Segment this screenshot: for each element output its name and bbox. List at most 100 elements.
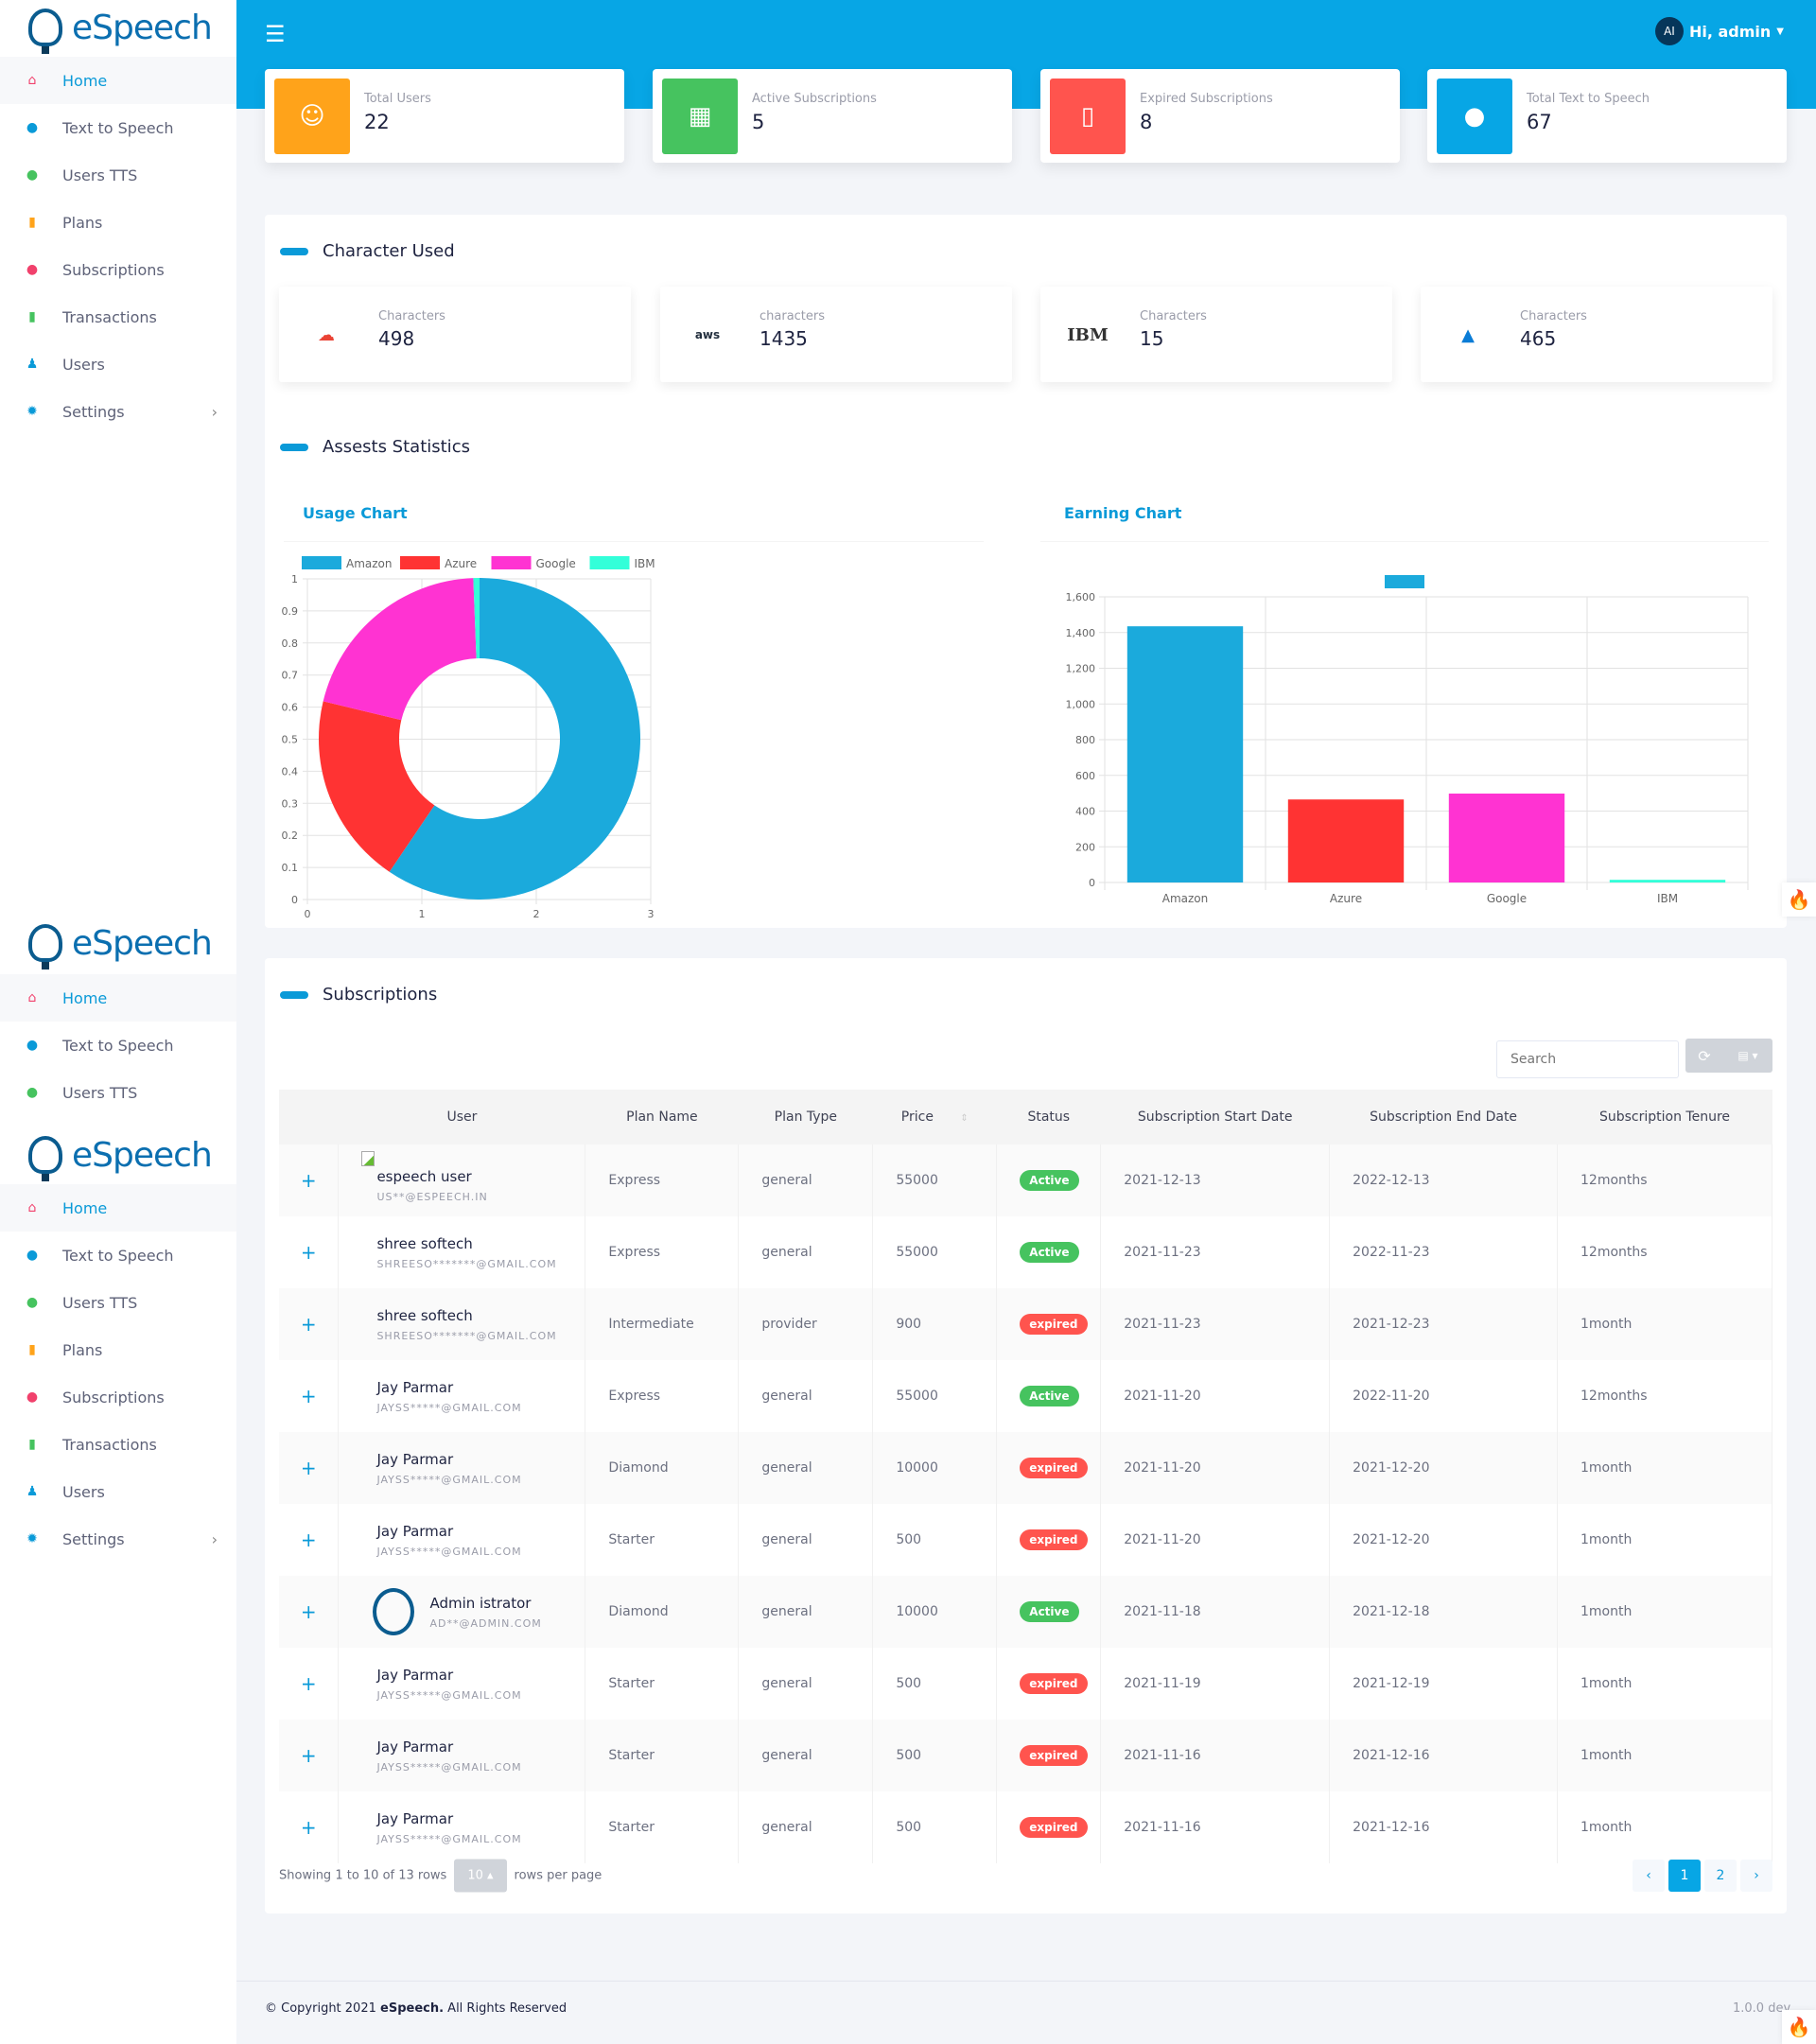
file-invoice-icon: ▮ [28,1437,36,1452]
legend-label[interactable]: Amazon [346,557,393,570]
sidebar-item-label: Transactions [62,307,157,326]
legend-swatch[interactable] [400,556,440,569]
page-button[interactable]: 1 [1668,1860,1701,1892]
sidebar-item-label: Text to Speech [62,1246,174,1265]
sidebar-item-transactions[interactable]: ▮ Transactions [0,293,236,341]
legend-swatch[interactable] [491,556,532,569]
plan-type: general [738,1216,874,1288]
bar-google[interactable] [1448,794,1565,882]
price: 500 [872,1720,998,1791]
fire-icon[interactable]: 🔥 [1782,882,1816,917]
sidebar-item-text-to-speech[interactable]: ● Text to Speech [0,1232,236,1279]
user-cell: Jay Parmar JAYSS*****@GMAIL.COM [338,1504,586,1576]
expand-row-button[interactable]: + [279,1360,340,1432]
columns-toggle-button[interactable]: ▤ ▾ [1723,1039,1772,1073]
price: 500 [872,1648,998,1720]
sidebar-item-text-to-speech[interactable]: ● Text to Speech [0,104,236,151]
x-tick-label: Azure [1330,892,1362,905]
x-tick-label: 3 [648,908,655,920]
price: 55000 [872,1360,998,1432]
column-header-label: Subscription Start Date [1137,1109,1293,1125]
legend-swatch[interactable] [302,556,341,569]
tenure: 12months [1557,1144,1772,1216]
legend-swatch[interactable] [1385,575,1424,588]
brand-name: eSpeech [72,8,213,47]
sidebar-item-transactions[interactable]: ▮ Transactions [0,1421,236,1468]
expand-row-button[interactable]: + [279,1288,340,1360]
character-value: 15 [1140,327,1164,350]
sidebar-item-settings[interactable]: ✹ Settings › [0,1515,236,1563]
donut-slice-amazon[interactable] [389,578,640,900]
sidebar-item-users-tts[interactable]: ● Users TTS [0,1279,236,1326]
expand-row-button[interactable]: + [279,1432,340,1504]
status-cell: Active [996,1360,1102,1432]
book-icon: ▮ [28,1342,36,1357]
y-tick-label: 1 [291,573,298,585]
pagination-info: Showing 1 to 10 of 13 rows 10 ▴ rows per… [279,1859,602,1893]
expand-row-button[interactable]: + [279,1576,340,1648]
expand-row-button[interactable]: + [279,1791,340,1863]
y-tick-label: 0.5 [282,734,299,746]
user-cell: shree softech SHREESO*******@GMAIL.COM [338,1288,586,1360]
user-email: SHREESO*******@GMAIL.COM [376,1329,557,1342]
sidebar-item-users[interactable]: ♟ Users [0,1468,236,1515]
microphone-logo-icon [28,9,62,54]
bar-amazon[interactable] [1126,626,1244,882]
legend-label[interactable]: Google [536,557,576,570]
price: 55000 [872,1216,998,1288]
expand-row-button[interactable]: + [279,1648,340,1720]
sidebar-item-home[interactable]: ⌂ Home [0,1184,236,1232]
expand-row-button[interactable]: + [279,1144,340,1216]
sidebar-item-plans[interactable]: ▮ Plans [0,199,236,246]
page-size-select[interactable]: 10 ▴ [454,1859,507,1893]
sidebar-item-users-tts[interactable]: ● Users TTS [0,151,236,199]
showing-text: Showing 1 to 10 of 13 rows [279,1868,447,1883]
donut-slice-google[interactable] [323,578,477,721]
user-menu[interactable]: AI Hi, admin ▼ [1654,17,1784,45]
sidebar-item-text-to-speech[interactable]: ● Text to Speech [0,1022,236,1069]
brand-logo[interactable]: eSpeech [28,4,213,54]
page-button[interactable]: ‹ [1633,1860,1665,1892]
search-input[interactable] [1496,1040,1679,1078]
column-header[interactable]: Price ⇕ [872,1090,997,1144]
page-button[interactable]: › [1740,1860,1772,1892]
refresh-button[interactable]: ⟳ [1685,1039,1723,1073]
microphone-logo-icon [28,924,62,970]
sidebar-item-home[interactable]: ⌂ Home [0,57,236,104]
donut-slice-azure[interactable] [319,701,435,872]
y-tick-label: 0.3 [282,797,299,810]
sidebar-item-users[interactable]: ♟ Users [0,341,236,388]
sidebar-item-settings[interactable]: ✹ Settings › [0,388,236,435]
sidebar-item-subscriptions[interactable]: ● Subscriptions [0,1373,236,1421]
rows-per-page-label: rows per page [514,1868,602,1883]
sidebar-item-label: Plans [62,1340,103,1359]
tenure: 12months [1557,1216,1772,1288]
brand-logo[interactable]: eSpeech [28,1131,213,1181]
sidebar-item-label: Home [62,988,108,1007]
sidebar-item-home[interactable]: ⌂ Home [0,974,236,1022]
hamburger-menu-icon[interactable]: ☰ [265,21,286,47]
brand-logo[interactable]: eSpeech [28,919,213,970]
chat-icon: ● [26,167,39,183]
microphone-icon: ● [26,120,39,135]
expand-row-button[interactable]: + [279,1720,340,1791]
sidebar-item-users-tts[interactable]: ● Users TTS [0,1069,236,1116]
status-badge: Active [1020,1386,1079,1406]
bar-ibm[interactable] [1609,880,1726,882]
expand-row-button[interactable]: + [279,1504,340,1576]
donut-slice-ibm[interactable] [473,578,480,659]
gear-icon: ✹ [26,404,38,419]
legend-swatch[interactable] [589,556,630,569]
legend-label[interactable]: IBM [635,557,655,570]
bar-azure[interactable] [1287,799,1405,882]
user-name: Jay Parmar [376,1522,454,1540]
legend-label[interactable]: Azure [445,557,477,570]
subscriptions-table: User Plan Name Plan Type Price ⇕ Status Subsc… [279,1090,1772,1863]
expand-row-button[interactable]: + [279,1216,340,1288]
sidebar-item-plans[interactable]: ▮ Plans [0,1326,236,1373]
sidebar-item-subscriptions[interactable]: ● Subscriptions [0,246,236,293]
y-tick-label: 0.2 [282,830,299,842]
sort-icon[interactable]: ⇕ [960,1113,969,1124]
fire-icon[interactable]: 🔥 [1782,2010,1816,2044]
page-button[interactable]: 2 [1704,1860,1737,1892]
